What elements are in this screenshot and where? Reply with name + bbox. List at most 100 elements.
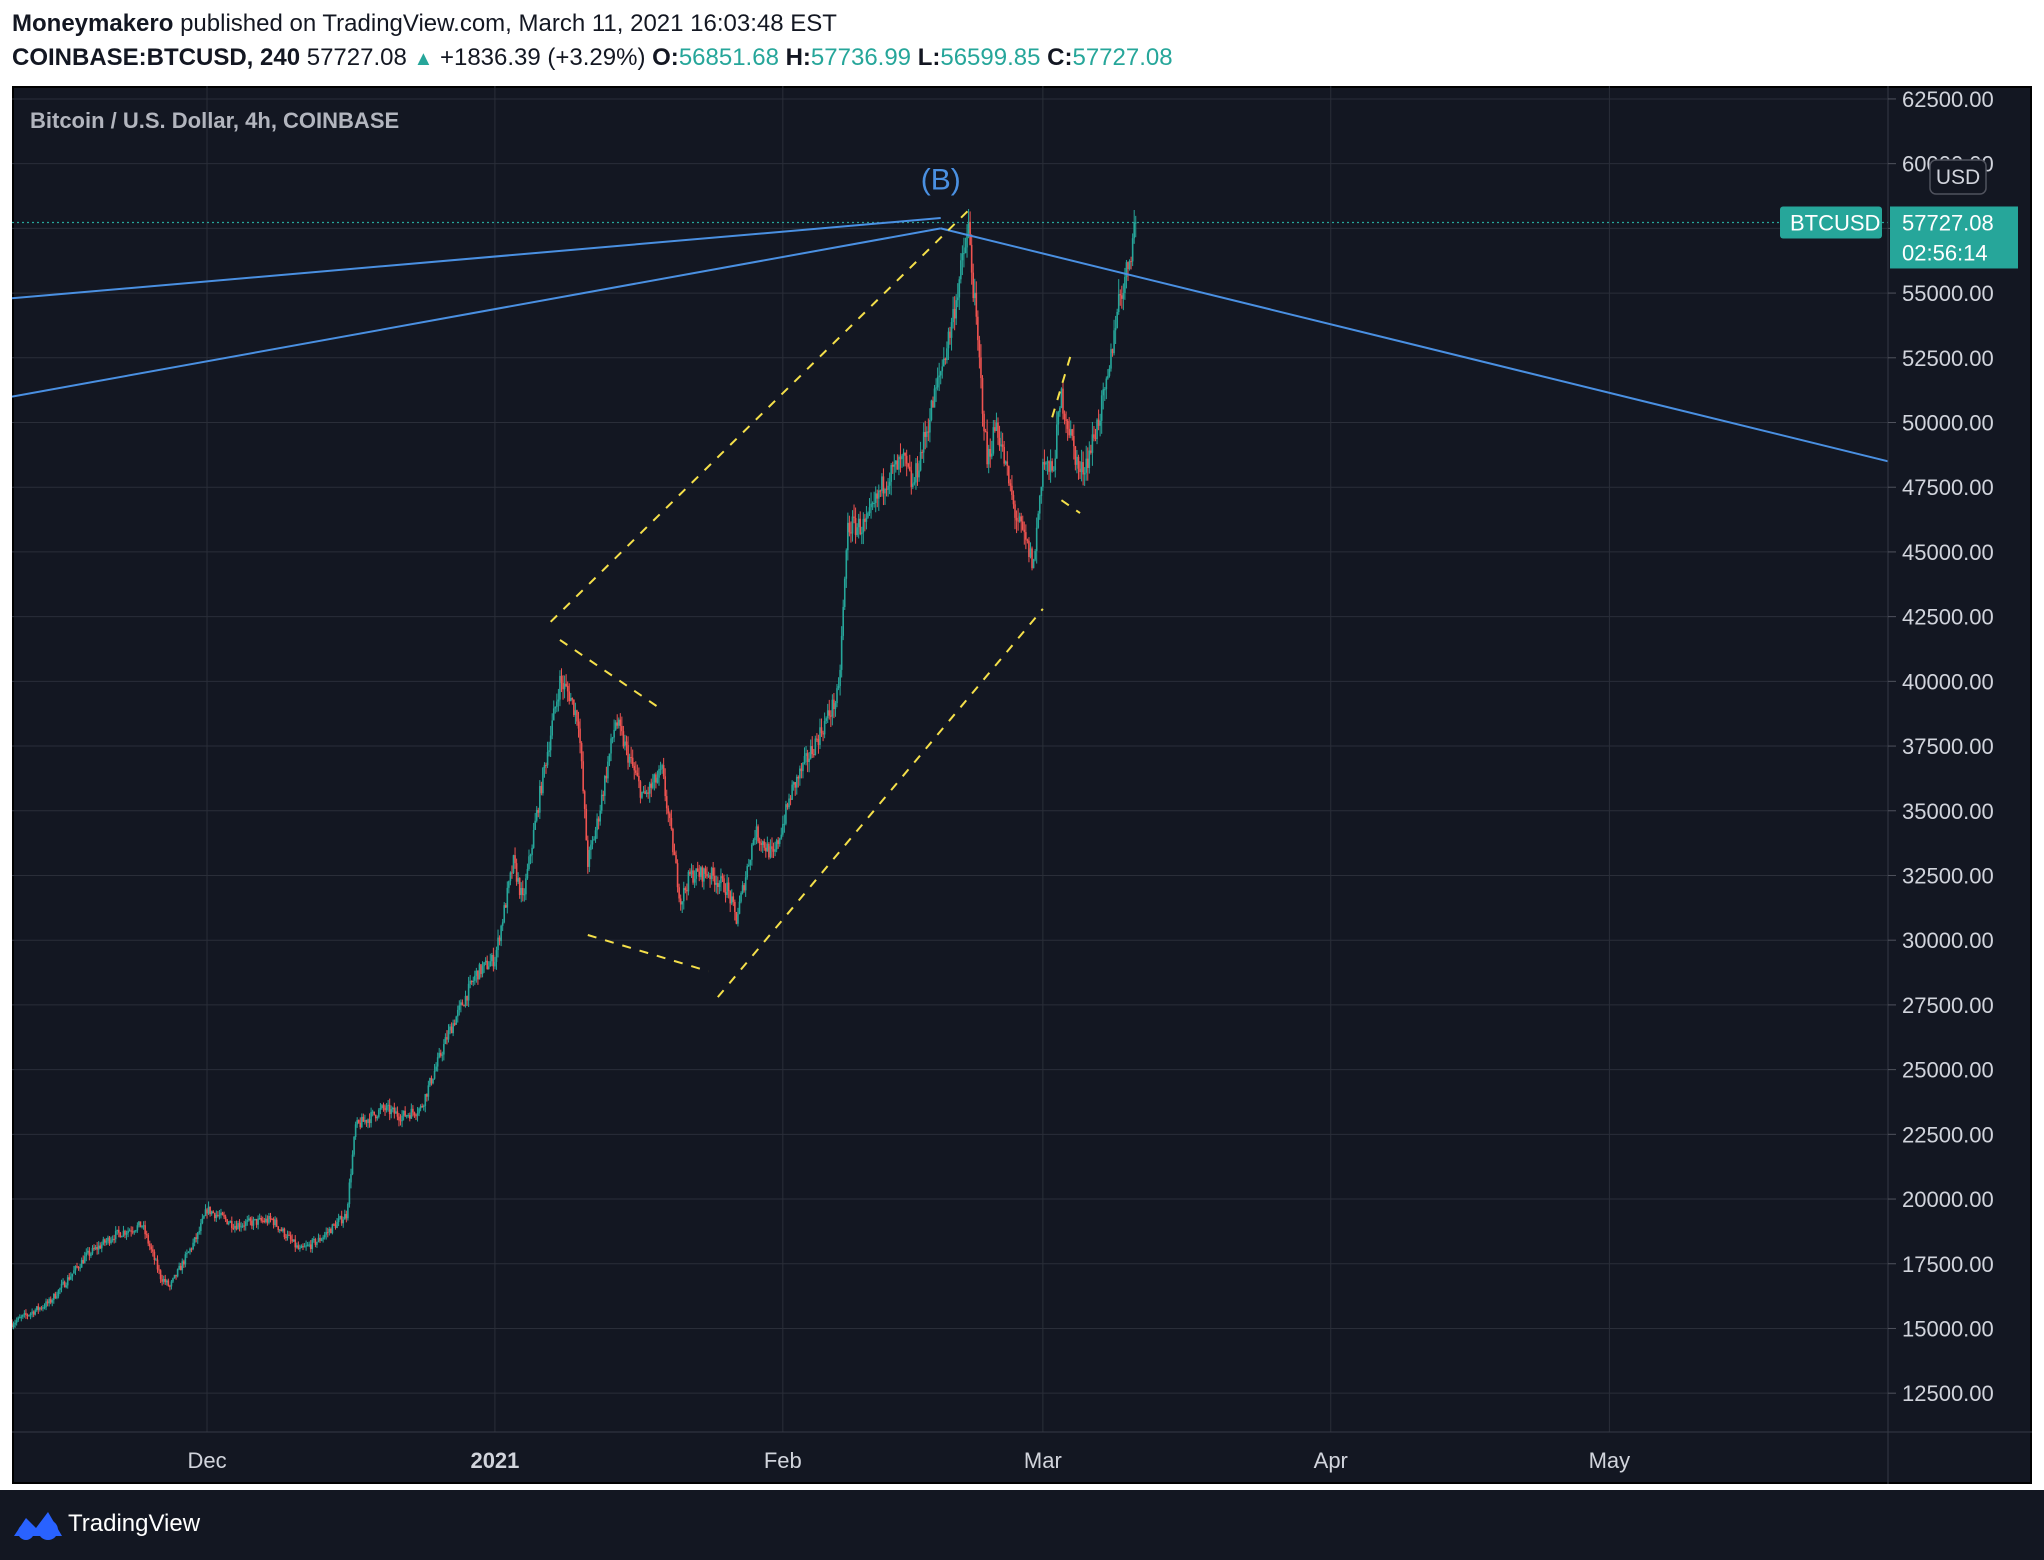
candle-body [684,888,687,891]
candle-body [181,1261,184,1271]
candle [1091,421,1094,466]
candle [59,1287,61,1295]
candle [218,1209,221,1220]
trendline[interactable] [12,227,941,398]
candle [1051,458,1053,473]
price-chart[interactable]: 12500.0015000.0017500.0020000.0022500.00… [12,86,2032,1484]
candle-body [128,1230,131,1232]
candle [466,995,468,1006]
candle-body [220,1212,222,1216]
candle [788,793,790,810]
drawings[interactable] [12,209,1889,998]
candle-body [574,710,577,715]
candle [828,699,831,720]
pattern-line[interactable] [1051,354,1072,418]
candle-body [213,1213,216,1219]
tradingview-brand[interactable]: TradingView [68,1510,201,1537]
time-axis[interactable]: Dec 2021 Feb Mar Apr May [187,1448,1630,1473]
candle [741,881,744,895]
candle [528,849,530,871]
candle-body [636,772,639,776]
candle [365,1119,368,1127]
candle [667,805,670,823]
candle-body [769,846,772,858]
candle [489,953,492,967]
candle-body [820,727,823,734]
candle-body [110,1240,112,1244]
pattern-line[interactable] [587,934,709,973]
candle-body [370,1112,372,1124]
candle-body [1069,429,1072,436]
candle [1090,444,1092,455]
candle-body [131,1231,134,1233]
candle [641,791,643,800]
candle [331,1223,334,1235]
candle [848,515,851,537]
candle [879,489,882,498]
candle [275,1217,278,1228]
candle-body [978,340,981,358]
tradingview-logo-icon[interactable] [12,1506,64,1542]
pattern-line[interactable] [559,639,663,711]
candle [874,486,877,513]
pattern-line[interactable] [549,209,970,623]
candle-body [952,308,954,323]
candle [402,1110,405,1121]
candle [631,749,634,768]
candle-body [791,784,793,800]
pattern-line[interactable] [717,608,1044,998]
price-tick-label: 52500.00 [1902,346,1994,371]
trendline[interactable] [940,227,1889,463]
candle-body [1068,428,1070,436]
candle-body [57,1289,60,1297]
candle [732,892,735,907]
candle-body [1003,446,1005,464]
candle-body [1018,516,1021,522]
wave-b-annotation[interactable]: (B) [921,164,961,197]
candle [772,842,775,859]
candle [453,1019,456,1027]
candle [491,952,493,967]
candle-body [879,490,882,492]
candle-body [63,1281,66,1288]
candle [622,725,625,749]
candle-body [1042,462,1044,487]
open-value: 56851.68 [678,44,779,71]
candle [684,886,687,894]
candle [899,443,902,473]
badge-price: 57727.08 [1902,210,1994,235]
trendline[interactable] [12,217,941,300]
candle [54,1291,57,1299]
candle-body [1060,388,1063,408]
candle [873,491,875,508]
candle-body [805,753,807,757]
candle [249,1216,252,1226]
candle-body [190,1248,193,1250]
candle-body [559,675,561,700]
candle [1028,537,1030,563]
candle-body [314,1239,317,1245]
candle-body [446,1037,448,1040]
price-axis[interactable]: 12500.0015000.0017500.0020000.0022500.00… [1888,87,1994,1406]
candle [653,773,656,791]
candle-body [142,1225,145,1227]
pattern-line[interactable] [1060,499,1081,514]
candle-body [514,855,516,864]
candle [1114,315,1117,344]
candle-body [970,244,973,273]
candle [825,716,827,724]
candle [583,789,586,819]
candle-body [560,675,563,683]
candle [305,1240,307,1251]
candle-body [1079,468,1081,473]
candle [381,1104,383,1110]
candle [190,1247,193,1253]
candle-body [296,1245,298,1248]
candle [997,417,999,445]
candle [39,1306,41,1312]
candle [289,1231,292,1244]
currency-button[interactable]: USD [1929,159,1987,195]
author-name[interactable]: Moneymakero [12,10,174,37]
candle-body [23,1313,26,1315]
candle [345,1210,348,1223]
